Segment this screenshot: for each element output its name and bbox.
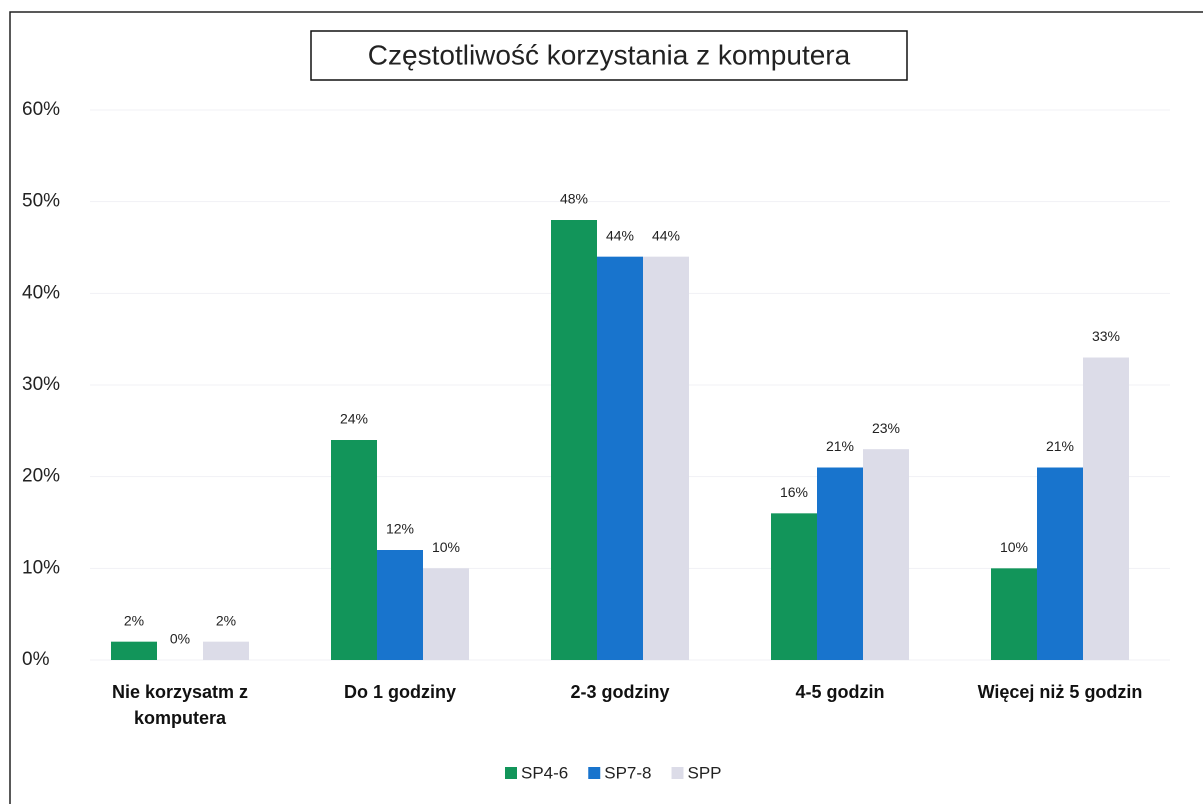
y-tick-label: 50% xyxy=(22,191,60,212)
value-label: 23% xyxy=(872,420,900,436)
bar xyxy=(991,568,1037,660)
y-tick-label: 0% xyxy=(22,649,50,670)
x-tick-label: Nie korzysatm z komputera xyxy=(111,682,249,728)
bar xyxy=(331,440,377,660)
value-label: 12% xyxy=(386,521,414,537)
value-label: 2% xyxy=(124,612,144,628)
legend-swatch xyxy=(588,767,601,779)
bar xyxy=(423,568,469,660)
bar xyxy=(1037,467,1083,660)
value-label: 21% xyxy=(1046,438,1074,454)
x-tick-label: 2-3 godziny xyxy=(570,682,670,702)
bar xyxy=(1083,357,1129,660)
bar xyxy=(597,256,643,660)
bar xyxy=(771,513,817,660)
x-tick-label: Więcej niż 5 godzin xyxy=(977,682,1143,702)
x-tick-label: 4-5 godzin xyxy=(795,682,885,702)
value-label: 24% xyxy=(340,411,368,427)
value-label: 2% xyxy=(216,612,236,628)
title-box xyxy=(310,30,908,81)
value-label: 21% xyxy=(826,438,854,454)
x-tick-label: Do 1 godziny xyxy=(344,682,456,702)
value-label: 44% xyxy=(606,227,634,243)
legend-swatch xyxy=(505,767,517,779)
value-label: 16% xyxy=(780,484,808,500)
bar xyxy=(863,449,909,660)
legend-swatch xyxy=(671,767,684,779)
value-label: 33% xyxy=(1092,328,1120,344)
legend-label: SPP xyxy=(688,763,722,782)
bar xyxy=(551,220,597,660)
y-tick-label: 10% xyxy=(22,557,60,578)
value-label: 48% xyxy=(560,191,588,207)
chart-title: Częstotliwość korzystania z komputera xyxy=(368,39,851,70)
bar xyxy=(377,550,423,660)
bar xyxy=(817,467,863,660)
y-tick-label: 60% xyxy=(22,99,60,120)
value-label: 0% xyxy=(170,631,190,647)
value-label: 10% xyxy=(432,539,460,555)
y-tick-label: 20% xyxy=(22,466,60,487)
bar xyxy=(111,641,157,660)
y-tick-label: 40% xyxy=(22,282,60,303)
bar xyxy=(643,256,689,660)
value-label: 10% xyxy=(1000,539,1028,555)
bar xyxy=(203,641,249,660)
legend-label: SP4-6 xyxy=(521,763,568,782)
value-label: 44% xyxy=(652,227,680,243)
frame xyxy=(9,11,1203,804)
y-tick-label: 30% xyxy=(22,374,60,395)
legend-label: SP7-8 xyxy=(604,763,651,782)
